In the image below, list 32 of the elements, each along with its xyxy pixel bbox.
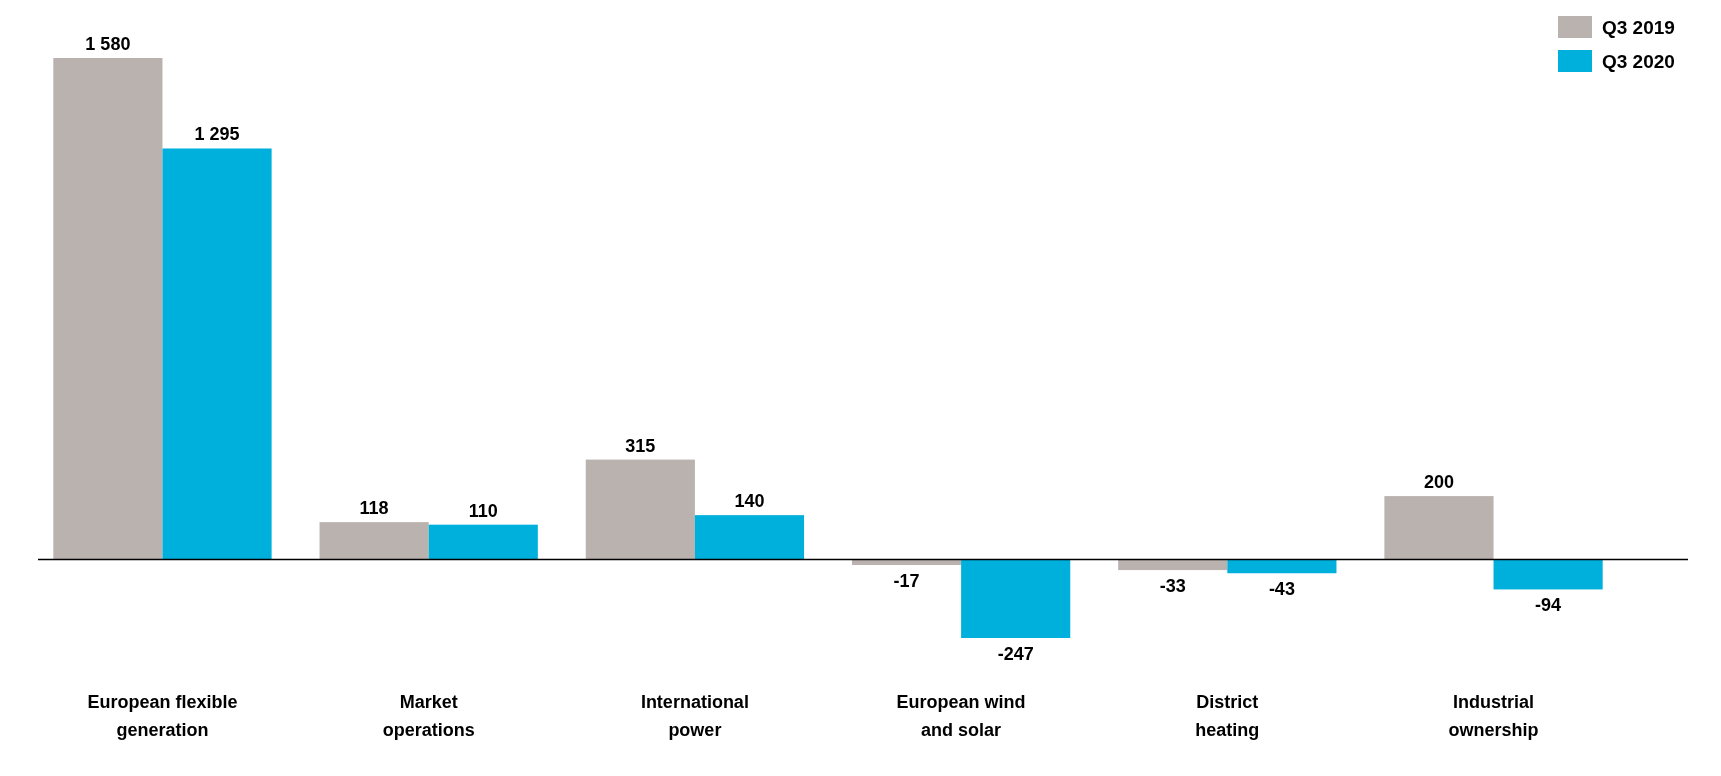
data-label: 140 <box>734 491 765 512</box>
legend-label: Q3 2019 <box>1602 17 1675 38</box>
data-label: -17 <box>893 570 920 591</box>
x-tick-label: Market operations <box>382 692 475 740</box>
x-tick-label: International power <box>640 692 749 740</box>
x-tick-label: European flexible generation <box>87 692 238 740</box>
bar <box>319 522 429 560</box>
bar <box>585 459 695 560</box>
bar <box>1384 496 1494 560</box>
data-label: 200 <box>1423 472 1454 493</box>
bar <box>428 524 538 560</box>
bar <box>851 559 962 565</box>
data-label: 1 295 <box>194 124 240 145</box>
bar <box>1227 559 1337 574</box>
bar <box>162 148 272 560</box>
x-tick-label: European wind and solar <box>896 692 1026 740</box>
data-label: 1 580 <box>85 34 131 54</box>
legend-label: Q3 2020 <box>1602 51 1675 72</box>
data-label: 110 <box>468 500 498 521</box>
x-tick-label: Industrial ownership <box>1448 692 1539 740</box>
x-tick-label: District heating <box>1195 692 1260 740</box>
data-label: -43 <box>1268 579 1295 600</box>
data-label: 118 <box>359 498 389 519</box>
bar <box>694 515 805 560</box>
data-label: -94 <box>1535 595 1562 616</box>
data-label: -33 <box>1159 576 1186 597</box>
bar <box>53 58 163 560</box>
data-label: -247 <box>997 644 1034 664</box>
data-label: 315 <box>625 435 656 456</box>
bar <box>1493 559 1603 590</box>
bar <box>1118 559 1228 571</box>
bar <box>961 559 1071 638</box>
